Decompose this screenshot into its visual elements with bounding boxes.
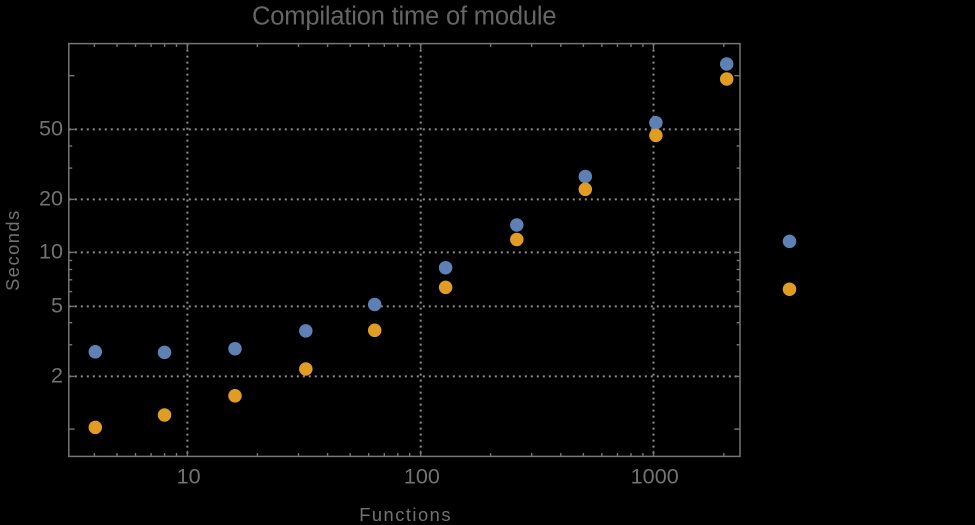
svg-text:Seconds: Seconds	[2, 209, 23, 291]
svg-text:1000: 1000	[631, 463, 679, 488]
svg-text:Functions: Functions	[359, 504, 452, 525]
svg-text:2: 2	[51, 362, 63, 387]
svg-text:100: 100	[404, 463, 440, 488]
svg-text:Compilation time of module: Compilation time of module	[252, 3, 556, 31]
svg-text:10: 10	[39, 238, 63, 263]
svg-text:10: 10	[177, 463, 201, 488]
svg-text:50: 50	[39, 115, 63, 140]
svg-text:20: 20	[39, 185, 63, 210]
svg-text:5: 5	[51, 292, 63, 317]
